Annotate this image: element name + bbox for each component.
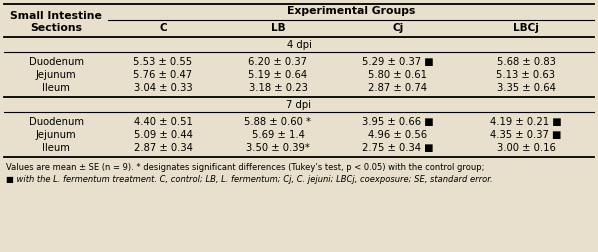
Text: Small Intestine
Sections: Small Intestine Sections [10, 11, 102, 33]
Text: 4.35 ± 0.37 ■: 4.35 ± 0.37 ■ [490, 130, 562, 140]
Text: 5.29 ± 0.37 ■: 5.29 ± 0.37 ■ [362, 57, 434, 67]
Text: 4.40 ± 0.51: 4.40 ± 0.51 [133, 117, 193, 127]
Text: Ileum: Ileum [42, 143, 70, 153]
Text: 5.13 ± 0.63: 5.13 ± 0.63 [496, 70, 556, 80]
Text: 5.76 ± 0.47: 5.76 ± 0.47 [133, 70, 193, 80]
Text: 3.18 ± 0.23: 3.18 ± 0.23 [249, 83, 307, 93]
Text: 3.00 ± 0.16: 3.00 ± 0.16 [496, 143, 556, 153]
Text: Experimental Groups: Experimental Groups [287, 6, 415, 16]
Text: 3.35 ± 0.64: 3.35 ± 0.64 [496, 83, 556, 93]
Text: 4.19 ± 0.21 ■: 4.19 ± 0.21 ■ [490, 117, 562, 127]
Text: Jejunum: Jejunum [36, 130, 77, 140]
Text: 5.53 ± 0.55: 5.53 ± 0.55 [133, 57, 193, 67]
Text: Cj: Cj [392, 23, 404, 33]
Text: 2.75 ± 0.34 ■: 2.75 ± 0.34 ■ [362, 143, 434, 153]
Text: Duodenum: Duodenum [29, 57, 84, 67]
Text: 4.96 ± 0.56: 4.96 ± 0.56 [368, 130, 428, 140]
Text: Ileum: Ileum [42, 83, 70, 93]
Text: 2.87 ± 0.74: 2.87 ± 0.74 [368, 83, 428, 93]
Text: 5.88 ± 0.60 *: 5.88 ± 0.60 * [245, 117, 312, 127]
Text: Duodenum: Duodenum [29, 117, 84, 127]
Text: 4 dpi: 4 dpi [286, 40, 312, 50]
Text: 5.19 ± 0.64: 5.19 ± 0.64 [248, 70, 307, 80]
Text: 6.20 ± 0.37: 6.20 ± 0.37 [249, 57, 307, 67]
Text: LBCj: LBCj [513, 23, 539, 33]
Text: 3.50 ± 0.39*: 3.50 ± 0.39* [246, 143, 310, 153]
Text: 3.04 ± 0.33: 3.04 ± 0.33 [134, 83, 193, 93]
Text: 2.87 ± 0.34: 2.87 ± 0.34 [133, 143, 193, 153]
Text: 3.95 ± 0.66 ■: 3.95 ± 0.66 ■ [362, 117, 434, 127]
Text: C: C [159, 23, 167, 33]
Text: 5.80 ± 0.61: 5.80 ± 0.61 [368, 70, 428, 80]
Text: 7 dpi: 7 dpi [286, 100, 312, 110]
Text: 5.69 ± 1.4: 5.69 ± 1.4 [252, 130, 304, 140]
Text: 5.68 ± 0.83: 5.68 ± 0.83 [496, 57, 556, 67]
Text: 5.09 ± 0.44: 5.09 ± 0.44 [133, 130, 193, 140]
Text: LB: LB [271, 23, 285, 33]
Text: ■ with the L. fermentum treatment. C, control; LB, L. fermentum; Cj, C. jejuni; : ■ with the L. fermentum treatment. C, co… [6, 175, 493, 184]
Text: Values are mean ± SE (n = 9). * designates significant differences (Tukey’s test: Values are mean ± SE (n = 9). * designat… [6, 164, 484, 173]
Text: Jejunum: Jejunum [36, 70, 77, 80]
